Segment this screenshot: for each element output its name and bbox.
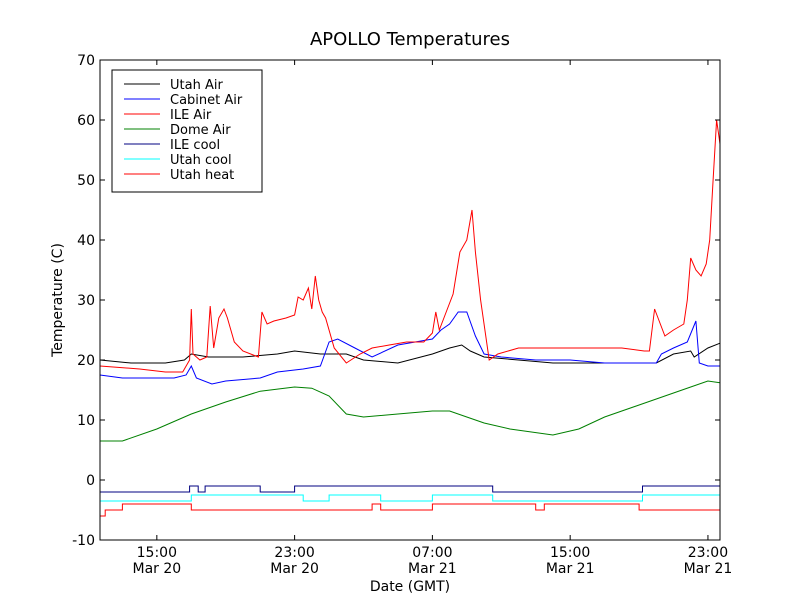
x-tick-date-label: Mar 21 bbox=[546, 561, 595, 577]
series-line-utah-heat bbox=[100, 503, 720, 517]
series-line-ile-air bbox=[99, 119, 721, 373]
x-tick-date-label: Mar 21 bbox=[684, 561, 733, 577]
x-tick-time-label: 23:00 bbox=[688, 545, 728, 561]
legend-label-ile-air: ILE Air bbox=[170, 108, 212, 123]
y-tick-label: -10 bbox=[72, 533, 95, 549]
chart-title: APOLLO Temperatures bbox=[310, 29, 510, 50]
legend-label-dome-air: Dome Air bbox=[170, 123, 231, 138]
x-tick-time-label: 23:00 bbox=[274, 545, 314, 561]
x-tick-date-label: Mar 20 bbox=[270, 561, 319, 577]
x-tick-time-label: 07:00 bbox=[412, 545, 452, 561]
x-tick-time-label: 15:00 bbox=[550, 545, 590, 561]
x-tick-time-label: 15:00 bbox=[137, 545, 177, 561]
series-line-ile-cool bbox=[100, 485, 720, 493]
y-tick-label: 30 bbox=[77, 293, 95, 309]
y-tick-label: 40 bbox=[77, 233, 95, 249]
y-tick-label: 50 bbox=[77, 173, 95, 189]
x-tick-date-label: Mar 21 bbox=[408, 561, 457, 577]
series-line-cabinet-air bbox=[99, 311, 720, 385]
legend-label-utah-air: Utah Air bbox=[170, 78, 223, 93]
y-axis-label: Temperature (C) bbox=[50, 243, 66, 358]
legend-box bbox=[111, 69, 263, 193]
legend-label-cabinet-air: Cabinet Air bbox=[170, 93, 243, 108]
y-tick-label: 20 bbox=[77, 353, 95, 369]
y-tick-label: 10 bbox=[77, 413, 95, 429]
y-tick-label: 60 bbox=[77, 113, 95, 129]
legend-label-utah-heat: Utah heat bbox=[170, 168, 234, 183]
x-axis-label: Date (GMT) bbox=[370, 579, 450, 595]
series-line-utah-air bbox=[99, 342, 721, 364]
series-layer bbox=[99, 119, 721, 517]
y-tick-label: 0 bbox=[86, 473, 95, 489]
x-tick-date-label: Mar 20 bbox=[132, 561, 181, 577]
legend-label-utah-cool: Utah cool bbox=[170, 153, 232, 168]
series-line-utah-cool bbox=[100, 494, 720, 502]
series-line-dome-air bbox=[100, 380, 721, 442]
y-tick-label: 70 bbox=[77, 53, 95, 69]
legend-label-ile-cool: ILE cool bbox=[170, 138, 220, 153]
